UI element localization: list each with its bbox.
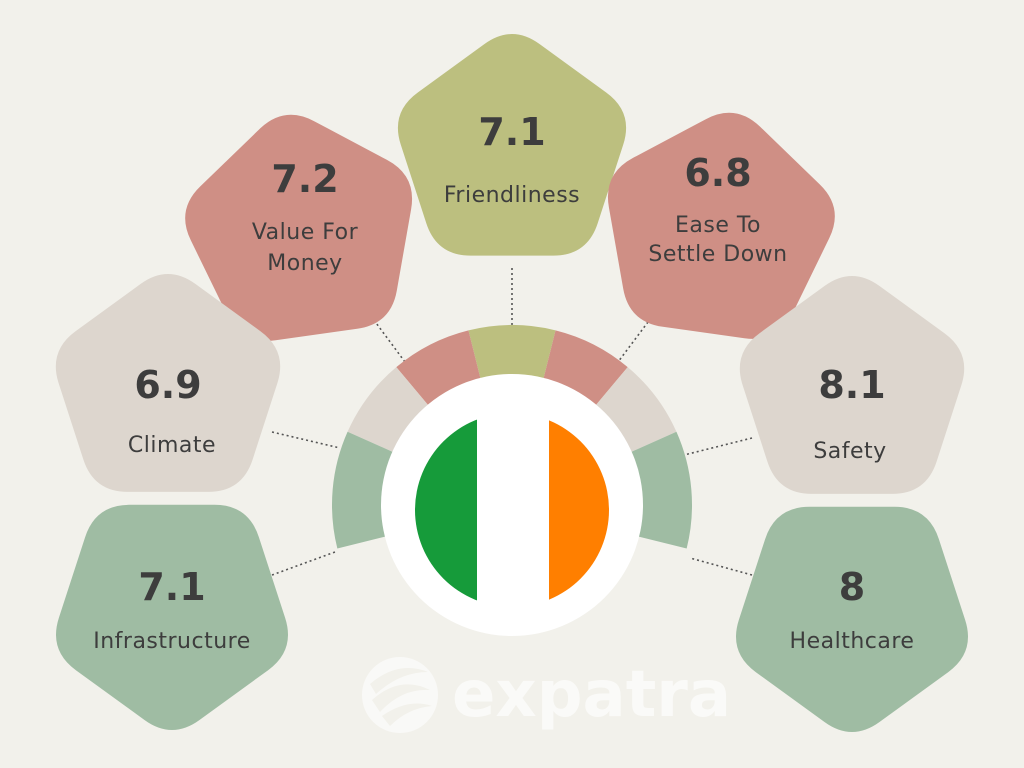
label-infrastructure: Infrastructure [93,629,251,654]
expatra-logo-icon [362,657,438,733]
score-friendliness: 7.1 [478,110,545,154]
ireland-flag-icon [381,374,643,636]
score-cards: 7.1 Friendliness 7.2 Value For Money 6.8 Ease … [55,34,969,732]
card-friendliness: 7.1 Friendliness [397,34,627,256]
watermark-text: expatra [452,658,731,732]
score-ring [332,325,692,549]
ring-segment-safety [594,367,677,453]
card-shape-safety [739,276,965,494]
ring-segment-friendliness [468,325,556,381]
label-value-for-money-line-2: Money [267,251,342,276]
card-infrastructure: 7.1 Infrastructure [55,504,289,730]
card-shape-climate [55,274,281,492]
ring-segment-infrastructure [332,431,396,549]
watermark-logo: expatra [362,657,731,733]
flag-white-stripe [477,413,549,607]
connector-safety [683,437,753,456]
score-healthcare: 8 [839,565,865,609]
label-ease-to-settle-down-line-1: Ease To [675,213,761,238]
ring-segment-healthcare [628,431,692,549]
card-shape-healthcare [735,506,969,732]
card-safety: 8.1 Safety [739,276,965,494]
label-ease-to-settle-down-line-2: Settle Down [648,242,787,267]
card-healthcare: 8 Healthcare [735,506,969,732]
label-friendliness: Friendliness [444,183,580,208]
label-healthcare: Healthcare [790,629,915,654]
card-shape-value-for-money [185,114,413,341]
score-climate: 6.9 [134,363,201,407]
card-ease-to-settle-down: 6.8 Ease To Settle Down [607,112,835,339]
label-safety: Safety [813,439,886,464]
label-value-for-money-line-1: Value For [252,220,359,245]
ring-segment-climate [347,367,430,453]
label-climate: Climate [128,433,216,458]
score-safety: 8.1 [818,363,885,407]
card-climate: 6.9 Climate [55,274,281,492]
card-shape-ease-to-settle-down [607,112,835,339]
score-value-for-money: 7.2 [271,157,338,201]
card-shape-friendliness [397,34,627,256]
score-ease-to-settle-down: 6.8 [684,151,751,195]
connector-healthcare [689,557,753,576]
card-value-for-money: 7.2 Value For Money [185,114,413,341]
connector-infrastructure [271,551,336,576]
card-shape-infrastructure [55,504,289,730]
connector-climate [271,431,341,449]
score-infrastructure: 7.1 [138,565,205,609]
